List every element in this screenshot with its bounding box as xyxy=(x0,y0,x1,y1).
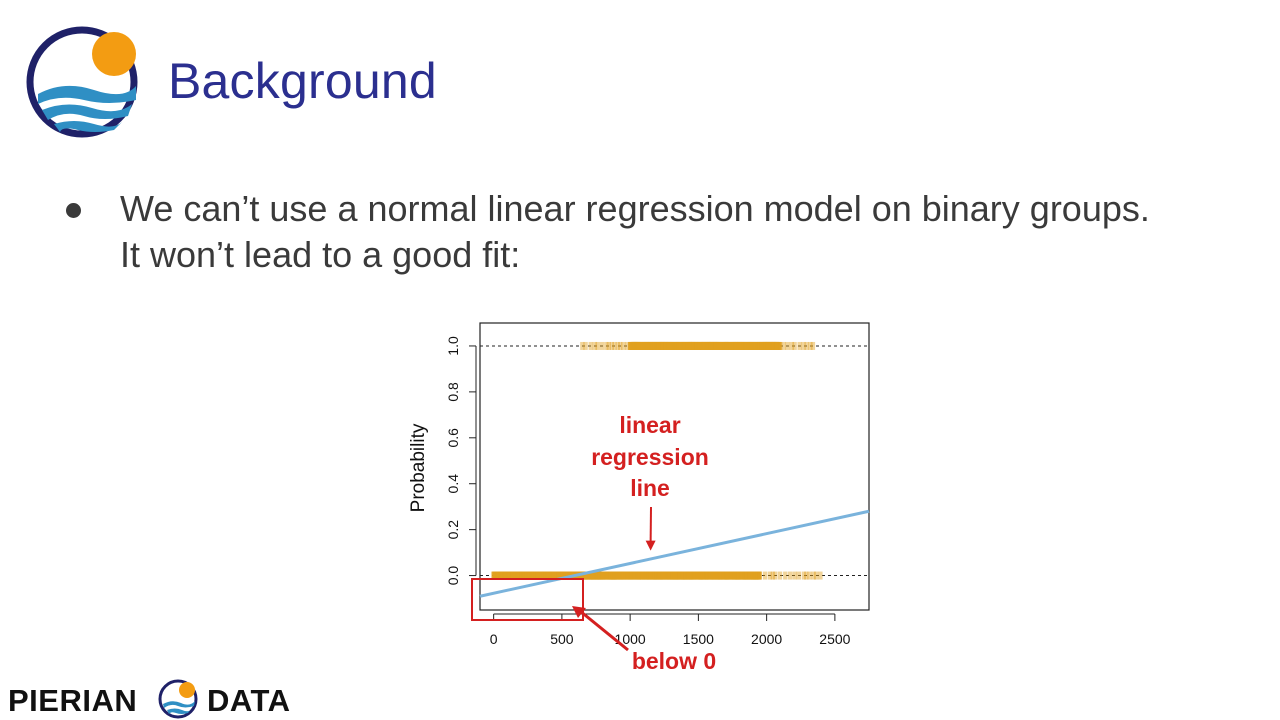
data-point xyxy=(767,571,773,580)
data-point xyxy=(777,571,783,580)
slide-title: Background xyxy=(168,53,437,109)
data-point xyxy=(762,571,768,580)
data-point xyxy=(813,571,819,580)
data-point xyxy=(770,571,776,580)
data-point xyxy=(757,571,763,580)
bullet-text: We can’t use a normal linear regression … xyxy=(120,188,1150,275)
plot-frame xyxy=(479,322,870,611)
x-tick-label: 2500 xyxy=(819,631,850,647)
data-point xyxy=(801,341,806,350)
data-point xyxy=(796,571,802,580)
data-point xyxy=(783,571,788,580)
data-point xyxy=(580,341,585,350)
data-point xyxy=(808,341,813,350)
data-point xyxy=(772,571,778,580)
data-point xyxy=(595,341,600,350)
y-tick-label: 1.0 xyxy=(445,336,461,356)
data-point xyxy=(757,571,762,580)
pierian-logo-icon xyxy=(26,26,138,138)
data-point xyxy=(604,341,609,350)
data-point xyxy=(606,341,611,350)
data-point xyxy=(777,341,782,350)
footer-brand-left: PIERIAN xyxy=(8,683,138,718)
annotation-box xyxy=(471,578,584,621)
data-point xyxy=(807,571,812,580)
annotation-label: below 0 xyxy=(632,648,716,674)
data-point xyxy=(801,571,807,580)
data-point xyxy=(612,341,617,350)
annotation-label-line: line xyxy=(630,475,670,501)
data-point xyxy=(624,341,630,350)
data-point xyxy=(583,341,588,350)
data-point xyxy=(778,341,783,350)
arrow-icon xyxy=(572,606,586,618)
y-axis-label: Probability xyxy=(408,423,429,512)
regression-line xyxy=(479,509,870,598)
footer-brand-right: DATA xyxy=(207,683,291,718)
y-tick-label: 0.2 xyxy=(445,520,461,540)
data-point xyxy=(621,341,626,350)
x-tick-label: 2000 xyxy=(751,631,782,647)
data-point xyxy=(785,341,790,350)
arrow-down-icon xyxy=(645,540,656,551)
x-tick-label: 500 xyxy=(550,631,574,647)
data-point xyxy=(615,341,620,350)
data-point xyxy=(804,571,809,580)
data-point xyxy=(599,341,605,350)
x-tick-label: 1500 xyxy=(683,631,714,647)
data-point xyxy=(618,341,623,350)
x-tick-label: 1000 xyxy=(615,631,646,647)
bullet-icon xyxy=(66,203,81,218)
data-point xyxy=(818,571,823,580)
data-point xyxy=(789,341,795,350)
y-tick-label: 0.6 xyxy=(445,428,461,448)
data-point xyxy=(781,341,787,350)
annotation-arrow xyxy=(579,609,629,652)
y-tick-label: 0.8 xyxy=(445,382,461,402)
data-point xyxy=(810,341,816,350)
y-tick-label: 0.4 xyxy=(445,474,461,494)
annotation-label-line: regression xyxy=(591,444,709,470)
data-point xyxy=(792,341,797,350)
data-point xyxy=(787,571,793,580)
x-tick-label: 0 xyxy=(490,631,498,647)
pierian-logo-icon xyxy=(158,679,198,719)
data-point xyxy=(588,341,593,350)
data-point xyxy=(804,341,809,350)
y-tick-label: 0.0 xyxy=(445,566,461,586)
data-point xyxy=(592,341,598,350)
data-point xyxy=(797,341,802,350)
data-point xyxy=(609,341,615,350)
data-point xyxy=(811,571,816,580)
data-point xyxy=(792,571,797,580)
annotation-label-line: linear xyxy=(619,412,680,438)
